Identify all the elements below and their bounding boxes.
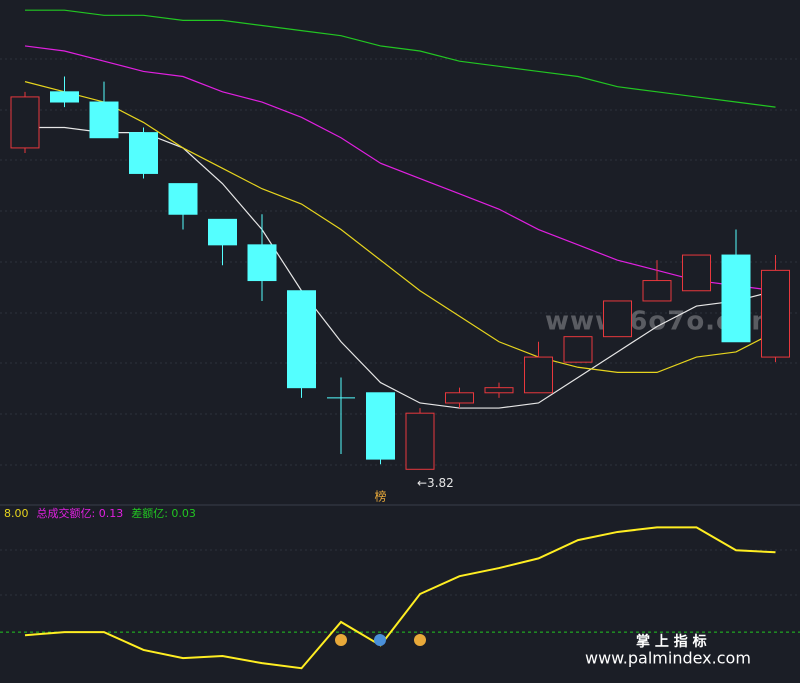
candle-body bbox=[484, 387, 514, 394]
moving-average bbox=[24, 81, 776, 373]
legend-entry: 8.00 bbox=[4, 507, 29, 520]
candle-body bbox=[208, 218, 237, 246]
candle-body bbox=[603, 300, 632, 338]
brand: 掌 上 指 标 bbox=[636, 633, 707, 650]
grid bbox=[0, 58, 800, 596]
candle-body bbox=[761, 269, 790, 358]
marker-label: 榜 bbox=[374, 489, 386, 504]
candle-body bbox=[89, 101, 119, 139]
moving-average bbox=[24, 45, 776, 292]
money-icon bbox=[414, 634, 426, 646]
legend-entry: 差额亿: 0.03 bbox=[131, 506, 196, 520]
legend-entry: 总成交额亿: 0.13 bbox=[37, 506, 124, 520]
moving-average bbox=[25, 9, 776, 108]
money-icon bbox=[335, 634, 347, 646]
candle-body bbox=[682, 254, 711, 292]
candle-body bbox=[445, 392, 474, 404]
low-annotation: ←3.82 bbox=[417, 476, 454, 490]
candle-body bbox=[10, 96, 40, 149]
candle-body bbox=[721, 254, 751, 343]
site: www.palmindex.com bbox=[585, 649, 751, 668]
candle-body bbox=[287, 290, 316, 389]
candle-body bbox=[524, 356, 553, 394]
candle-body bbox=[405, 412, 435, 470]
signal-icons bbox=[335, 634, 426, 646]
candle-body bbox=[247, 244, 277, 282]
candle-body bbox=[642, 280, 672, 302]
candle-body bbox=[563, 336, 593, 363]
candle-body bbox=[50, 91, 79, 103]
candle-body bbox=[129, 132, 158, 174]
candle-body bbox=[168, 183, 198, 215]
face-icon bbox=[374, 634, 386, 646]
indicator-line bbox=[24, 526, 776, 670]
candle-body bbox=[366, 392, 395, 460]
